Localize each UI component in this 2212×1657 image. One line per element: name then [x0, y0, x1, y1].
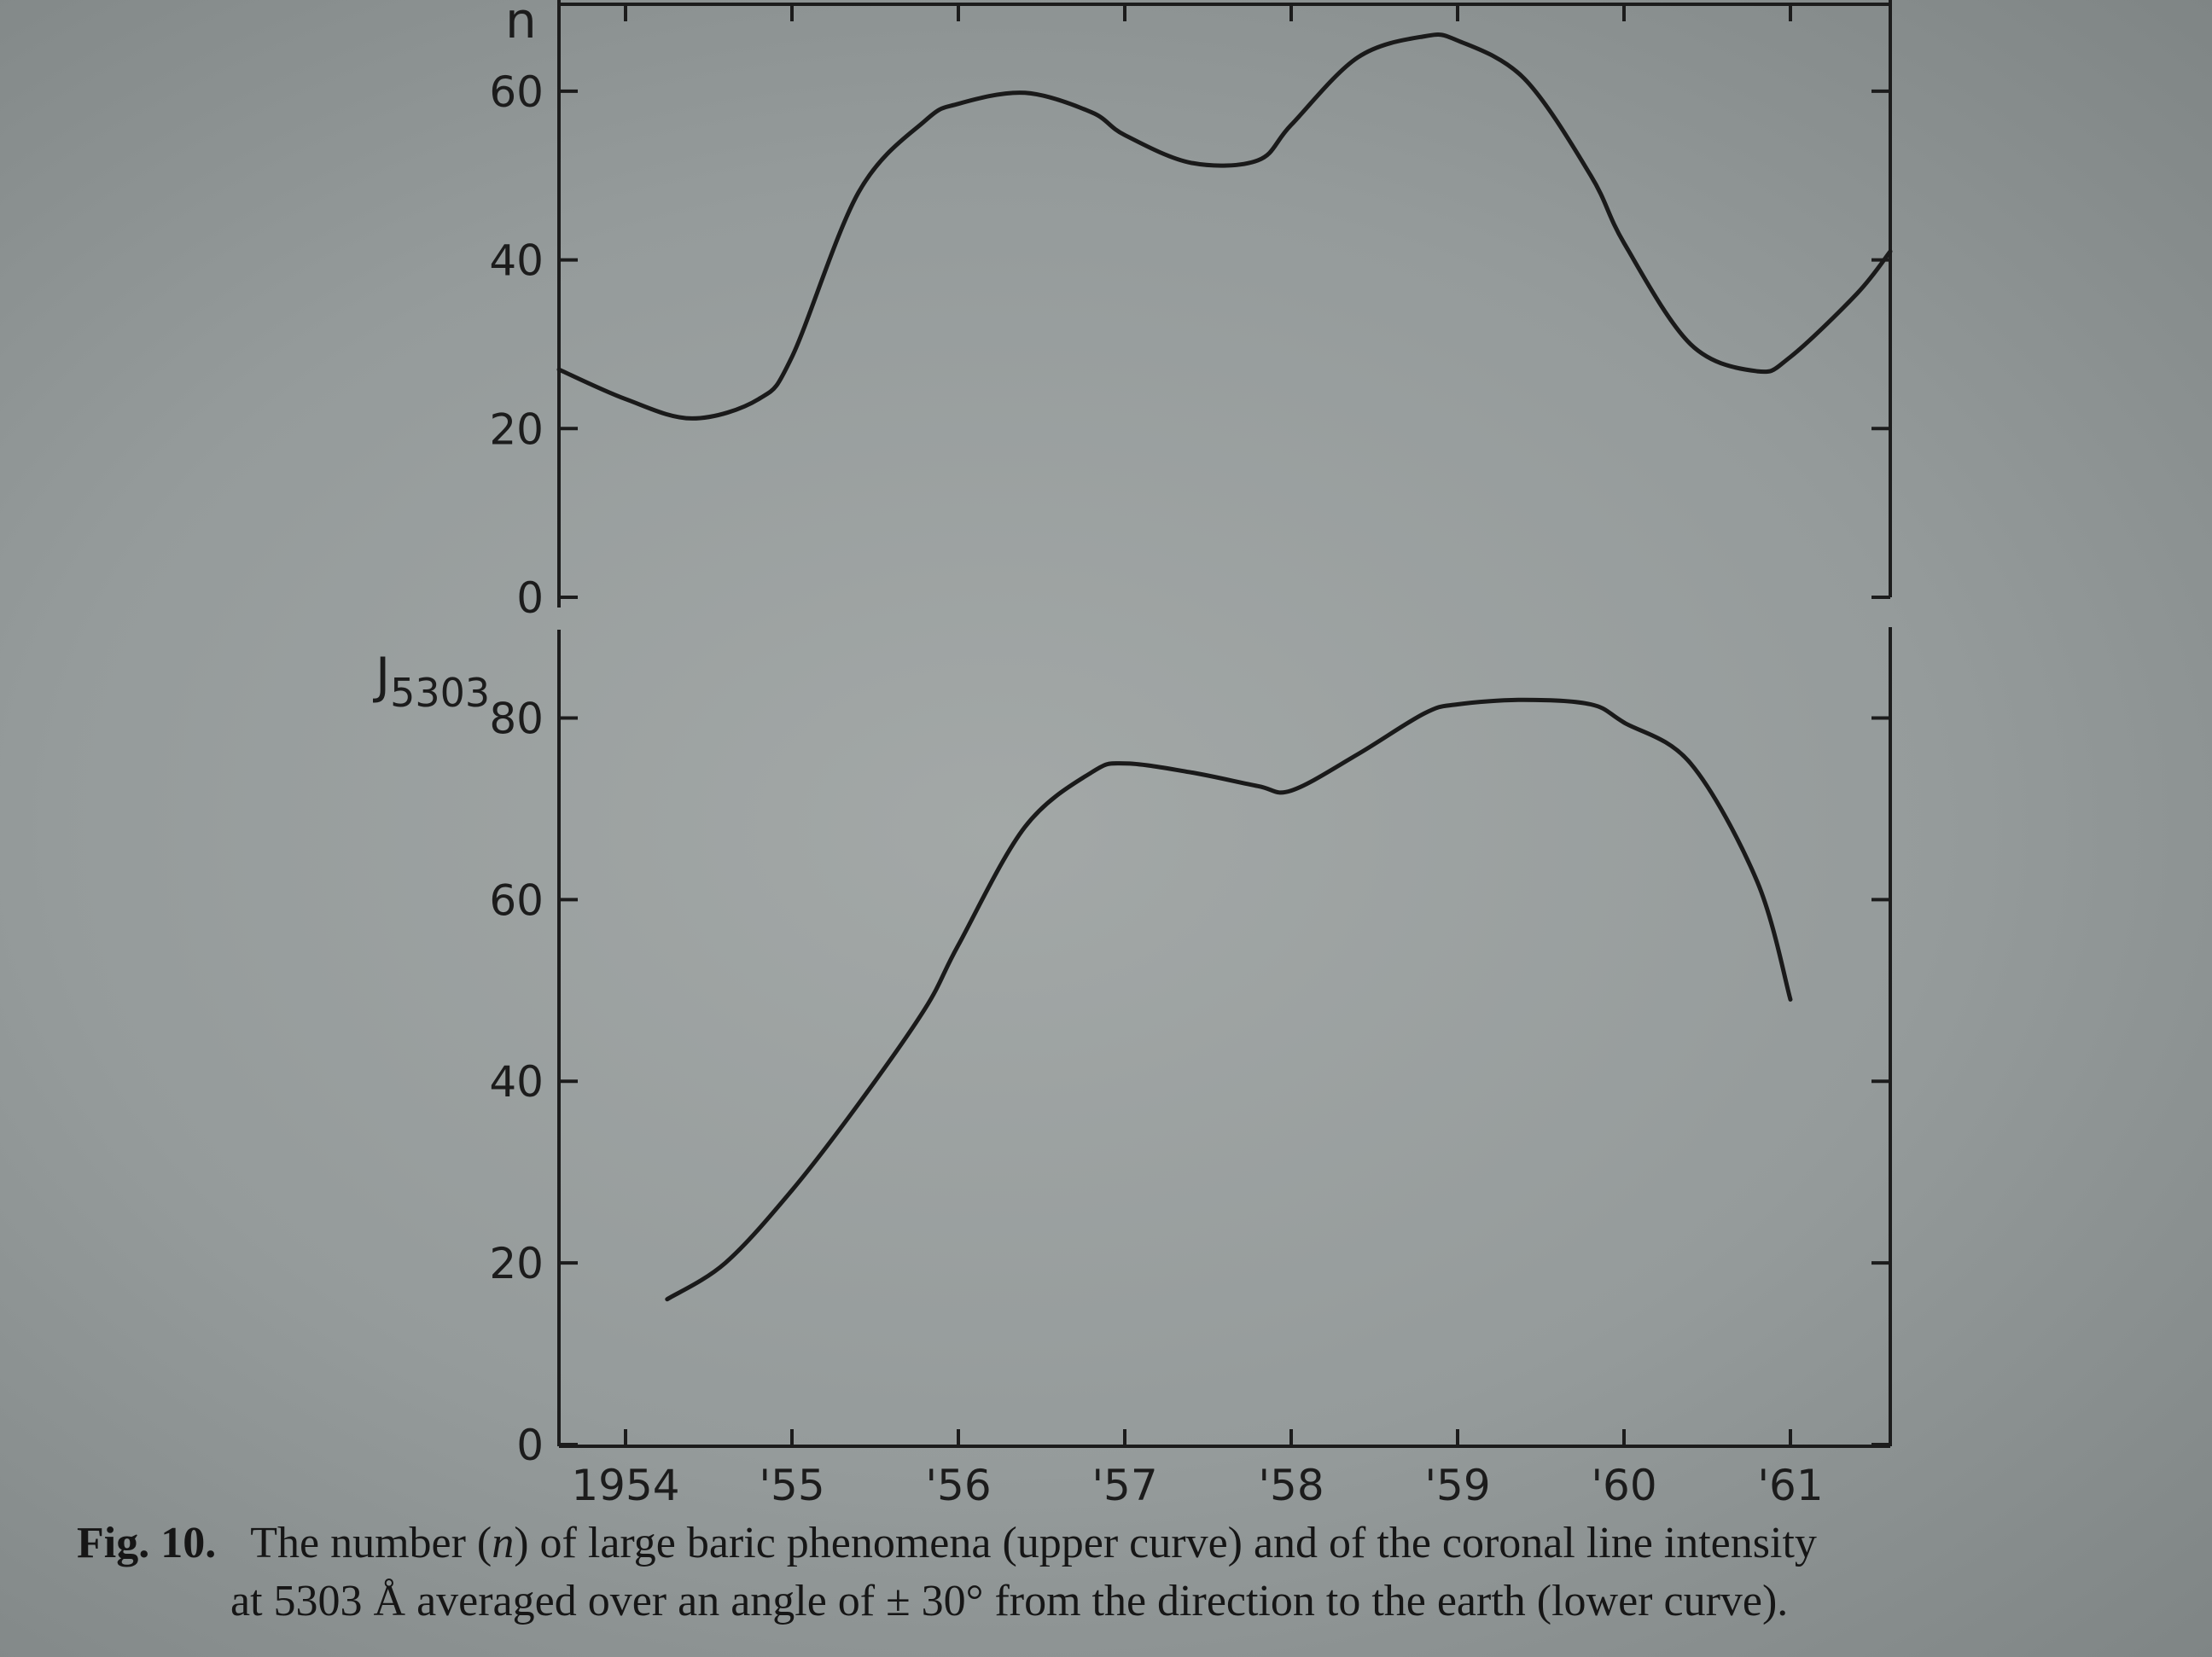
y-tick-label: 60 — [489, 67, 544, 117]
x-tick-label: '60 — [1591, 1461, 1656, 1510]
caption-line-1: Fig. 10. The number (n) of large baric ph… — [77, 1515, 2193, 1573]
y-tick-label: 80 — [489, 694, 544, 743]
x-tick-label: '59 — [1424, 1461, 1490, 1510]
figure-caption: Fig. 10. The number (n) of large baric ph… — [77, 1515, 2193, 1631]
upper-y-axis-label: n — [505, 0, 537, 49]
chart-frame — [557, 0, 1892, 1448]
y-tick-label: 20 — [489, 404, 544, 454]
y-tick-label: 40 — [489, 236, 544, 286]
y-tick-label: 20 — [489, 1239, 544, 1288]
caption-line-2: at 5303 Å averaged over an angle of ± 30… — [230, 1577, 1789, 1625]
y-tick-label: 60 — [489, 875, 544, 925]
caption-text-1a: The number ( — [250, 1519, 492, 1567]
x-tick-label: '61 — [1757, 1461, 1823, 1510]
lower-y-axis-label-sub: 5303 — [390, 670, 490, 716]
tick-marks — [559, 4, 1890, 1446]
caption-symbol-n: n — [492, 1519, 515, 1567]
lower-curve — [665, 697, 1793, 1302]
x-tick-label: '58 — [1258, 1461, 1324, 1510]
y-tick-label: 40 — [489, 1057, 544, 1107]
tick-labels: 1954 '55 '56 '57 '58 '59 '60 '61 0 20 40 60 0 20 40 60 8… — [489, 67, 1823, 1510]
x-tick-label: '55 — [759, 1461, 824, 1510]
lower-y-axis-label: J5303 — [373, 647, 490, 716]
figure-label: Fig. 10. — [77, 1519, 217, 1567]
caption-text-1b: ) of large baric phenomena (upper curve)… — [514, 1519, 1817, 1567]
x-tick-label: 1954 — [571, 1461, 679, 1510]
x-tick-label: '57 — [1091, 1461, 1157, 1510]
x-tick-label: '56 — [925, 1461, 991, 1510]
y-tick-label: 0 — [516, 573, 544, 623]
y-tick-label: 0 — [516, 1421, 544, 1470]
lower-y-axis-label-main: J — [373, 647, 390, 705]
upper-curve — [556, 32, 1893, 421]
